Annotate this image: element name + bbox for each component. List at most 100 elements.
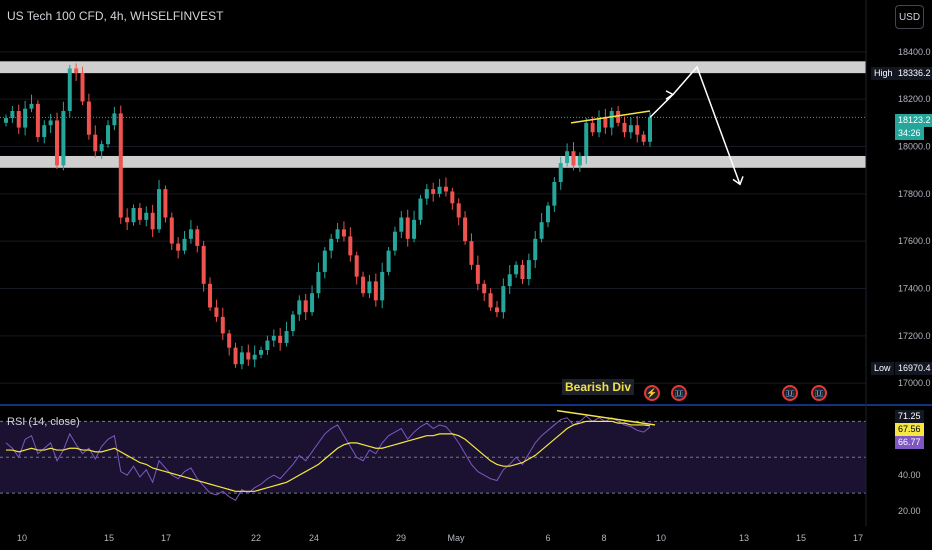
candle-body	[23, 108, 28, 128]
time-tick-label: 17	[853, 533, 863, 543]
time-tick-label: 24	[309, 533, 319, 543]
candle-body	[61, 111, 66, 166]
candle-body	[482, 283, 487, 294]
price-tick-label: 17800.0	[898, 189, 931, 199]
candle-body	[284, 331, 289, 343]
candle-body	[125, 217, 130, 223]
candle-body	[648, 117, 652, 142]
us-flag-icon[interactable]: 🇺	[671, 385, 687, 401]
candle-body	[195, 229, 200, 246]
candle-body	[424, 189, 429, 199]
candle-body	[303, 300, 308, 313]
candle-body	[246, 352, 251, 360]
candles	[4, 63, 652, 370]
candle-body	[48, 120, 53, 126]
price-tick-label: 18000.0	[898, 142, 931, 152]
candle-body	[488, 293, 493, 308]
time-tick-label: 15	[796, 533, 806, 543]
rsi-value: 66.77	[895, 436, 924, 449]
candle-body	[552, 182, 557, 206]
candle-body	[443, 186, 448, 192]
candle-body	[450, 191, 455, 204]
candle-body	[329, 238, 334, 251]
us-flag-icon[interactable]: 🇺	[811, 385, 827, 401]
candle-body	[188, 229, 193, 239]
candle-body	[227, 333, 232, 348]
candle-body	[322, 250, 327, 272]
candle-body	[367, 281, 372, 294]
sr-zones	[0, 61, 866, 168]
candle-body	[475, 264, 480, 284]
us-flag-icon[interactable]: 🇺	[782, 385, 798, 401]
candle-body	[271, 335, 276, 341]
candle-body	[278, 335, 283, 343]
candle-body	[16, 111, 21, 128]
time-tick-label: 10	[656, 533, 666, 543]
candle-body	[373, 281, 378, 301]
candle-body	[67, 68, 72, 111]
candle-body	[150, 212, 155, 230]
countdown-tag: 34:26	[895, 127, 924, 140]
price-tick-label: 18200.0	[898, 94, 931, 104]
candle-body	[335, 229, 340, 239]
candle-body	[290, 314, 295, 332]
candle-body	[533, 238, 538, 261]
candle-body	[603, 118, 608, 128]
candle-body	[208, 283, 213, 308]
time-tick-label: 10	[17, 533, 27, 543]
candle-body	[265, 340, 270, 351]
candle-body	[341, 229, 346, 237]
candle-body	[35, 103, 40, 138]
candle-body	[42, 125, 47, 138]
candle-body	[74, 68, 79, 74]
candle-body	[539, 222, 544, 239]
candle-body	[507, 274, 512, 287]
candle-body	[10, 111, 15, 119]
price-trendline	[570, 110, 651, 124]
candle-body	[596, 118, 601, 133]
lightning-icon[interactable]: ⚡	[644, 385, 660, 401]
candle-body	[106, 125, 111, 145]
price-tick-label: 17400.0	[898, 284, 931, 294]
candle-body	[131, 208, 136, 223]
candle-body	[182, 238, 187, 251]
low-label: Low	[871, 362, 894, 375]
currency-button[interactable]: USD	[895, 5, 924, 29]
candle-body	[526, 260, 531, 280]
price-tick-label: 17200.0	[898, 331, 931, 341]
candle-body	[590, 122, 595, 133]
candle-body	[558, 163, 563, 182]
rsi-title: RSI (14, close)	[7, 416, 80, 428]
time-tick-label: 6	[545, 533, 550, 543]
time-tick-label: May	[447, 533, 465, 543]
bearish-div-label: Bearish Div	[562, 379, 635, 395]
candle-body	[99, 144, 104, 152]
drawings	[0, 65, 866, 186]
candle-body	[622, 122, 627, 133]
candle-body	[4, 118, 8, 123]
rsi-line	[5, 415, 651, 501]
candle-body	[169, 217, 174, 244]
candle-body	[571, 151, 576, 166]
candle-body	[412, 219, 417, 239]
price-tick-label: 17600.0	[898, 236, 931, 246]
candle-body	[137, 208, 142, 220]
candle-body	[118, 113, 123, 218]
low-value: 16970.4	[895, 362, 932, 375]
candle-body	[641, 134, 646, 142]
candle-body	[520, 264, 525, 280]
candle-body	[405, 217, 410, 239]
last-price-tag: 18123.2	[895, 114, 932, 127]
candle-body	[55, 120, 60, 166]
candle-body	[297, 300, 302, 315]
candle-body	[220, 316, 225, 334]
candle-body	[29, 103, 34, 109]
candle-body	[354, 255, 359, 277]
price-tick-label: 18400.0	[898, 47, 931, 57]
candle-body	[259, 350, 264, 355]
candle-body	[628, 125, 633, 133]
candle-body	[144, 212, 149, 220]
candle-body	[112, 113, 117, 126]
rsi-tick-label: 40.00	[898, 470, 921, 480]
